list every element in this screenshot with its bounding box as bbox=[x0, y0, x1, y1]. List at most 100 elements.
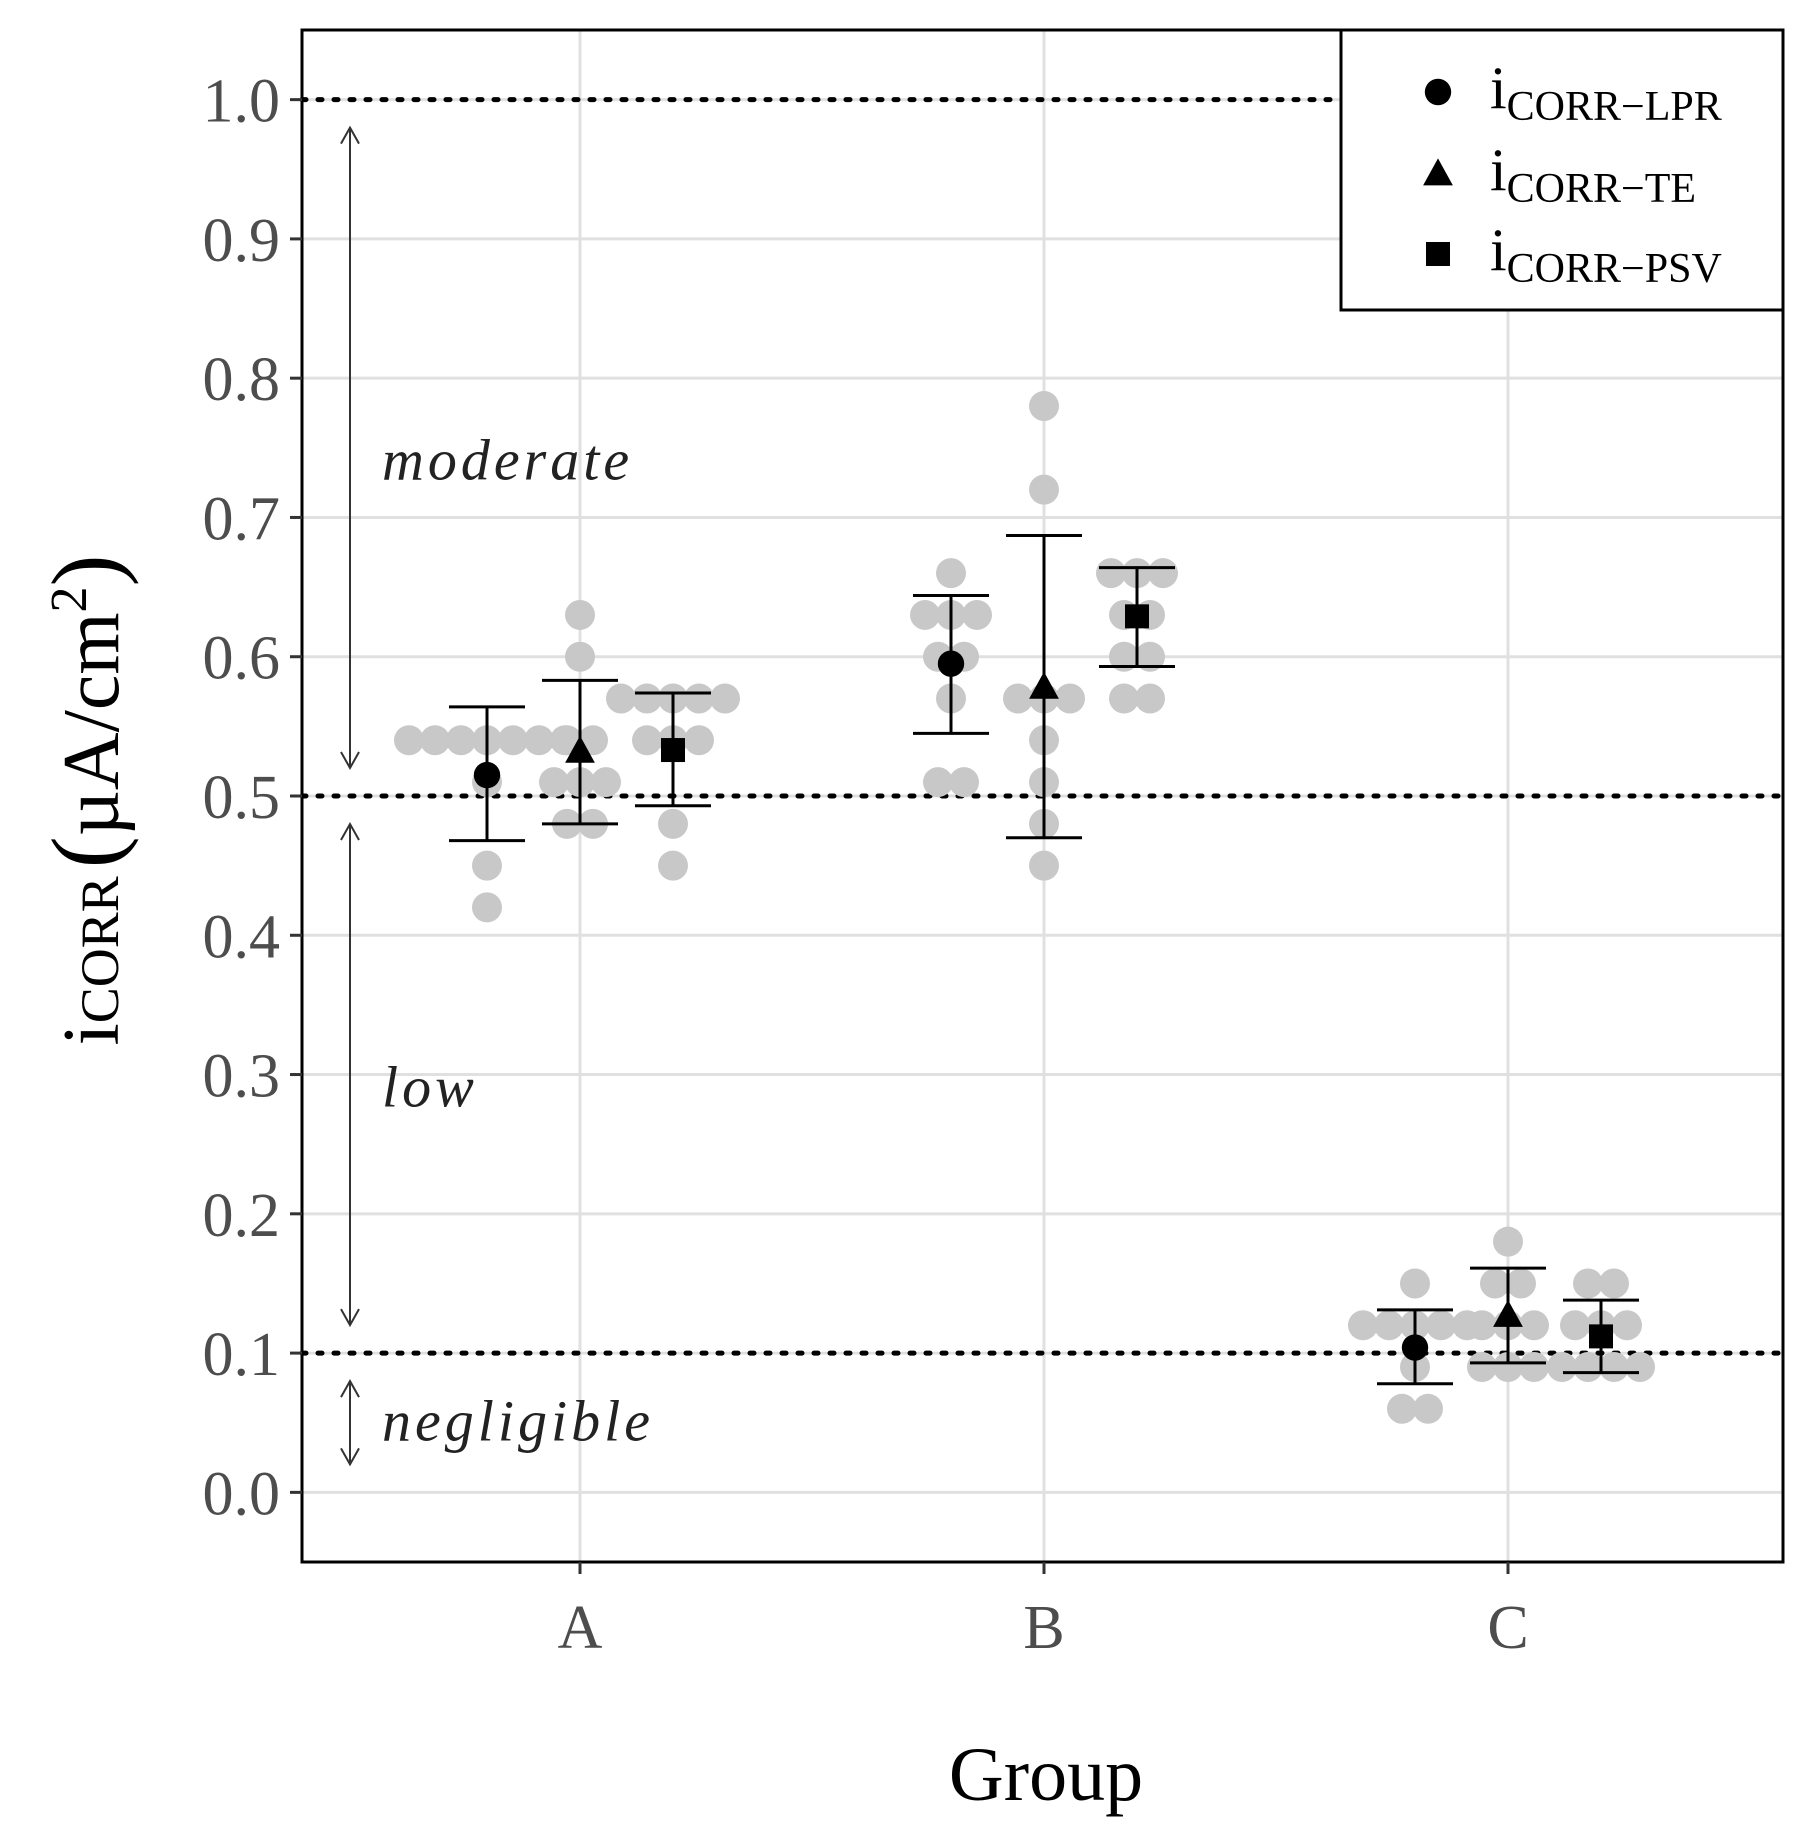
y-axis-title: iCORR (µA/cm2) bbox=[32, 554, 139, 1045]
data-point bbox=[591, 767, 621, 798]
error-bars bbox=[449, 534, 1639, 1386]
data-point bbox=[1612, 1310, 1642, 1341]
data-point bbox=[606, 683, 636, 714]
data-point bbox=[1480, 1268, 1510, 1299]
x-tick-label: A bbox=[558, 1594, 603, 1662]
data-point bbox=[472, 892, 502, 923]
data-point bbox=[539, 767, 569, 798]
data-point bbox=[1400, 1268, 1430, 1299]
data-point bbox=[1493, 1226, 1523, 1257]
data-point bbox=[394, 725, 424, 756]
data-point bbox=[1573, 1352, 1603, 1383]
data-point bbox=[936, 558, 966, 589]
data-point bbox=[1387, 1393, 1417, 1424]
data-point bbox=[1348, 1310, 1378, 1341]
y-axis-title-unit-sup: 2 bbox=[41, 586, 98, 612]
data-point bbox=[949, 767, 979, 798]
data-point bbox=[1109, 683, 1139, 714]
y-tick-label: 0.5 bbox=[203, 764, 281, 832]
x-tick-label: C bbox=[1487, 1594, 1528, 1662]
legend-marker-triangle bbox=[1423, 158, 1453, 186]
mean-marker-triangle bbox=[1029, 671, 1059, 699]
data-point bbox=[684, 683, 714, 714]
data-point bbox=[420, 725, 450, 756]
data-point bbox=[524, 725, 554, 756]
data-point bbox=[710, 683, 740, 714]
data-point bbox=[1467, 1310, 1497, 1341]
legend-label: iCORR−PSV bbox=[1490, 217, 1722, 292]
region-arrows bbox=[340, 125, 360, 1467]
region-arrow-head-bottom bbox=[340, 1308, 360, 1328]
y-tick-label: 0.6 bbox=[203, 625, 281, 693]
mean-marker-circle bbox=[1401, 1334, 1429, 1361]
mean-marker-triangle bbox=[1493, 1299, 1523, 1327]
data-point bbox=[632, 725, 662, 756]
data-point bbox=[1467, 1352, 1497, 1383]
y-axis-ticks: 0.0 0.1 0.2 0.3 0.4 0.5 0.6 0.7 0.8 0.9 1.0 bbox=[203, 68, 302, 1528]
data-point bbox=[1493, 1352, 1523, 1383]
data-point bbox=[684, 725, 714, 756]
x-axis-title: Group bbox=[949, 1733, 1143, 1817]
region-label-moderate: moderate bbox=[382, 428, 633, 493]
data-point bbox=[1506, 1268, 1536, 1299]
region-arrow-head-bottom bbox=[340, 751, 360, 771]
y-axis-title-unit-close: ) bbox=[32, 554, 139, 586]
y-tick-label: 0.9 bbox=[203, 207, 281, 275]
y-tick-label: 0.4 bbox=[203, 903, 281, 971]
data-point bbox=[923, 767, 953, 798]
data-point bbox=[1573, 1268, 1603, 1299]
data-point bbox=[1135, 641, 1165, 672]
y-tick-label: 0.2 bbox=[203, 1182, 281, 1250]
data-point bbox=[1547, 1352, 1577, 1383]
y-axis-title-sub: CORR bbox=[70, 876, 130, 1023]
data-point bbox=[1519, 1310, 1549, 1341]
data-point bbox=[1413, 1393, 1443, 1424]
x-tick-label: B bbox=[1023, 1594, 1064, 1662]
region-label-low: low bbox=[382, 1054, 478, 1119]
data-point bbox=[1374, 1310, 1404, 1341]
legend-label: iCORR−TE bbox=[1490, 137, 1696, 212]
legend-marker-square bbox=[1426, 242, 1450, 266]
legend-label: iCORR−LPR bbox=[1490, 55, 1722, 130]
data-point bbox=[1029, 474, 1059, 505]
y-tick-label: 0.0 bbox=[203, 1460, 281, 1528]
region-arrow-head-top bbox=[340, 821, 360, 841]
data-point bbox=[1519, 1352, 1549, 1383]
y-tick-label: 0.8 bbox=[203, 346, 281, 414]
data-point bbox=[472, 850, 502, 881]
data-point bbox=[1003, 683, 1033, 714]
region-arrow-head-top bbox=[340, 125, 360, 145]
y-tick-label: 0.1 bbox=[203, 1321, 281, 1389]
data-point bbox=[658, 850, 688, 881]
mean-marker-circle bbox=[937, 650, 965, 677]
y-tick-label: 0.7 bbox=[203, 485, 281, 553]
region-label-negligible: negligible bbox=[382, 1389, 654, 1454]
data-point bbox=[565, 599, 595, 630]
data-point bbox=[1625, 1352, 1655, 1383]
data-point bbox=[632, 683, 662, 714]
data-point bbox=[1148, 558, 1178, 589]
mean-marker-circle bbox=[473, 761, 501, 789]
data-point bbox=[1560, 1310, 1590, 1341]
data-point bbox=[658, 808, 688, 839]
data-point bbox=[1096, 558, 1126, 589]
mean-marker-square bbox=[661, 738, 685, 763]
data-point bbox=[1109, 641, 1139, 672]
region-labels: moderate low negligible bbox=[382, 428, 654, 1454]
data-point bbox=[498, 725, 528, 756]
mean-markers bbox=[473, 604, 1613, 1361]
data-point bbox=[1135, 683, 1165, 714]
data-point bbox=[1599, 1352, 1629, 1383]
data-point bbox=[1426, 1310, 1456, 1341]
data-point bbox=[1599, 1268, 1629, 1299]
data-point bbox=[446, 725, 476, 756]
mean-marker-square bbox=[1589, 1324, 1613, 1349]
data-point bbox=[962, 599, 992, 630]
region-arrow-head-bottom bbox=[340, 1447, 360, 1467]
y-axis-title-unit: µA/cm bbox=[48, 612, 136, 836]
y-tick-label: 0.3 bbox=[203, 1043, 281, 1111]
data-point bbox=[1029, 850, 1059, 881]
data-point bbox=[1055, 683, 1085, 714]
